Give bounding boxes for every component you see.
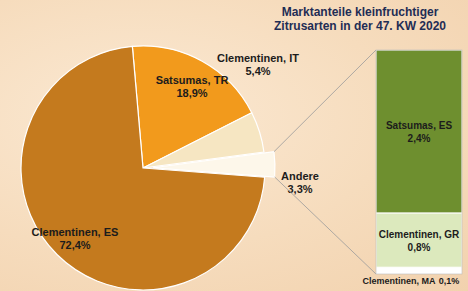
connector <box>274 50 376 152</box>
title: Marktanteile kleinfruchtiger Zitrusarten… <box>256 5 464 33</box>
data-label: Clementinen, GR <box>379 229 460 240</box>
connector <box>275 177 376 274</box>
bars <box>376 50 462 274</box>
data-label: Satsumas, TR <box>156 74 229 86</box>
bar-segment <box>376 213 462 267</box>
data-label: Clementinen, MA <box>362 276 436 286</box>
bar-frame <box>376 50 462 274</box>
data-label: Satsumas, ES <box>386 120 452 131</box>
data-label: 2,4% <box>408 133 431 144</box>
data-label: 0,1% <box>439 276 460 286</box>
data-label: 0,8% <box>408 242 431 253</box>
data-label: Clementinen, IT <box>217 52 299 64</box>
data-label: 5,4% <box>245 65 270 77</box>
data-label: Andere <box>281 170 319 182</box>
data-label: Clementinen, ES <box>32 226 119 238</box>
pie-slice <box>21 46 265 290</box>
bar-segment <box>376 50 462 213</box>
data-label: 18,9% <box>176 87 207 99</box>
data-label: 72,4% <box>59 239 90 251</box>
chart: Clementinen, ES72,4% Satsumas, TR18,9% Cle… <box>0 0 468 291</box>
pie <box>21 46 275 290</box>
bar-segment <box>376 267 462 274</box>
